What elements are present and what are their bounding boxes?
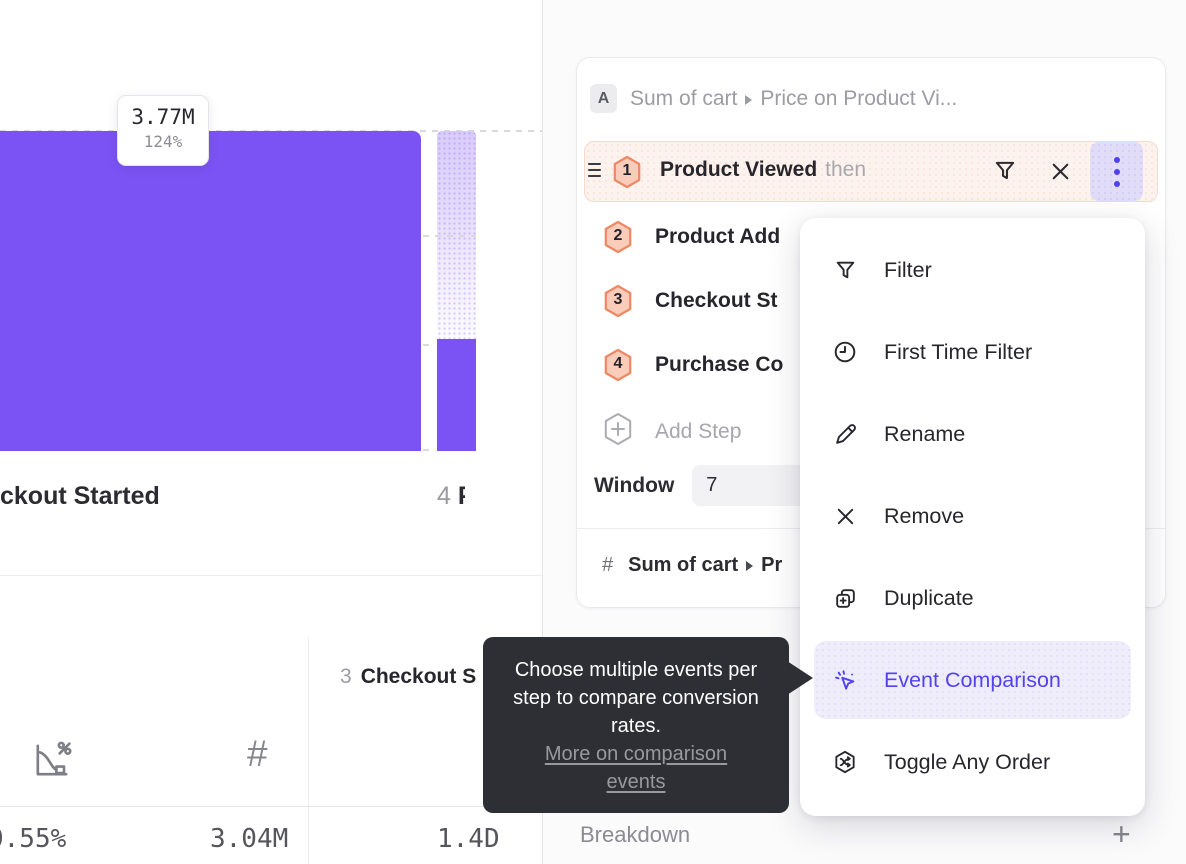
step-1-hexagon-badge: 1 [611,155,643,189]
step-1-label-group: Product Viewed then [660,158,866,182]
step-row-2[interactable]: 2 Product Add [602,220,780,254]
table-row-divider [0,806,542,807]
breakdown-label: Breakdown [580,822,691,847]
tooltip-percent: 124% [143,132,183,151]
step-3-hexagon-badge: 3 [602,284,634,318]
toggle-any-order-hexagon-shuffle-icon [832,749,858,775]
event-comparison-cursor-sparkle-icon [832,667,858,693]
menu-item-filter[interactable]: Filter [800,250,1145,290]
breadcrumb-caret-icon [746,561,754,571]
menu-item-first-time-filter[interactable]: First Time Filter [800,332,1145,372]
step-2-label: Product Add [655,225,781,248]
window-label: Window [594,473,675,497]
gridline-dashed-tick2 [423,449,435,451]
tooltip-more-link[interactable]: More on comparison events [544,743,728,793]
event-comparison-tooltip: Choose multiple events per step to compa… [483,637,789,813]
add-step-hexagon-plus-icon [602,412,634,451]
step-4-label: Purchase Co [655,353,784,376]
add-step-button[interactable]: Add Step [602,412,741,451]
rename-pencil-icon [832,421,858,447]
metric-b-hash-icon: # [602,554,614,576]
count-hash-icon[interactable]: # [247,733,268,774]
drag-handle-icon[interactable] [588,163,601,181]
breakdown-add-button[interactable]: + [1112,816,1131,852]
remove-x-icon [832,503,858,529]
step-remove-x-icon[interactable] [1048,159,1073,189]
table-column-divider [308,638,309,864]
menu-item-remove[interactable]: Remove [800,496,1145,536]
step-2-hexagon-badge: 2 [602,220,634,254]
breadcrumb-caret-icon [745,94,753,105]
chart-hover-tooltip: 3.77M 124% [117,95,209,166]
add-step-label: Add Step [655,419,742,443]
step-4-hexagon-badge: 4 [602,348,634,382]
tooltip-value: 3.77M [131,105,195,129]
section-vertical-divider [542,0,543,864]
duplicate-icon [832,585,858,611]
metric-a-badge: A [590,84,617,113]
menu-item-toggle-any-order[interactable]: Toggle Any Order [800,742,1145,782]
menu-item-rename[interactable]: Rename [800,414,1145,454]
step-row-4[interactable]: 4 Purchase Co [602,348,783,382]
window-row: Window [594,465,833,506]
metric-b-breadcrumb: Sum of cart Pr [628,554,783,576]
menu-item-duplicate[interactable]: Duplicate [800,578,1145,618]
tooltip-text: Choose multiple events per step to compa… [513,659,759,737]
xaxis-label-step4: 4P [437,482,465,510]
step-more-options-button[interactable] [1090,142,1143,201]
xaxis-label-step3: ckout Started [0,482,160,510]
step-options-menu: Filter First Time Filter Rename Remove D… [800,218,1145,816]
cell-time-value: 1.4D [437,824,500,854]
cell-count-value: 3.04M [210,824,289,854]
tooltip-arrow [787,661,813,695]
step-row-3[interactable]: 3 Checkout St [602,284,778,318]
funnel-bar-step4-converted[interactable] [437,339,476,451]
gridline-dashed-mid [423,235,476,237]
table-header-step3[interactable]: 3 Checkout S [340,665,477,688]
chart-table-divider [0,575,542,576]
gridline-dashed-tick1 [423,344,435,346]
menu-item-event-comparison[interactable]: Event Comparison [800,660,1145,700]
step-filter-icon[interactable] [992,158,1018,189]
step-1-label: Product Viewed [660,158,818,181]
step-row-1[interactable] [584,141,1158,202]
step-1-then: then [825,158,867,181]
metric-a-breadcrumb: Sum of cart Price on Product Vi... [630,86,958,110]
metric-b-row[interactable]: # Sum of cart Pr [602,554,782,577]
funnel-bar-step3[interactable] [0,131,421,451]
filter-icon [832,257,858,283]
first-time-filter-clock-icon [832,339,858,365]
step-3-label: Checkout St [655,289,778,312]
metric-a-row[interactable]: A Sum of cart Price on Product Vi... [590,84,957,113]
conversion-rate-icon[interactable] [30,736,74,789]
menu-highlight [814,641,1131,719]
cell-conversion-value: 0.55% [0,824,67,854]
